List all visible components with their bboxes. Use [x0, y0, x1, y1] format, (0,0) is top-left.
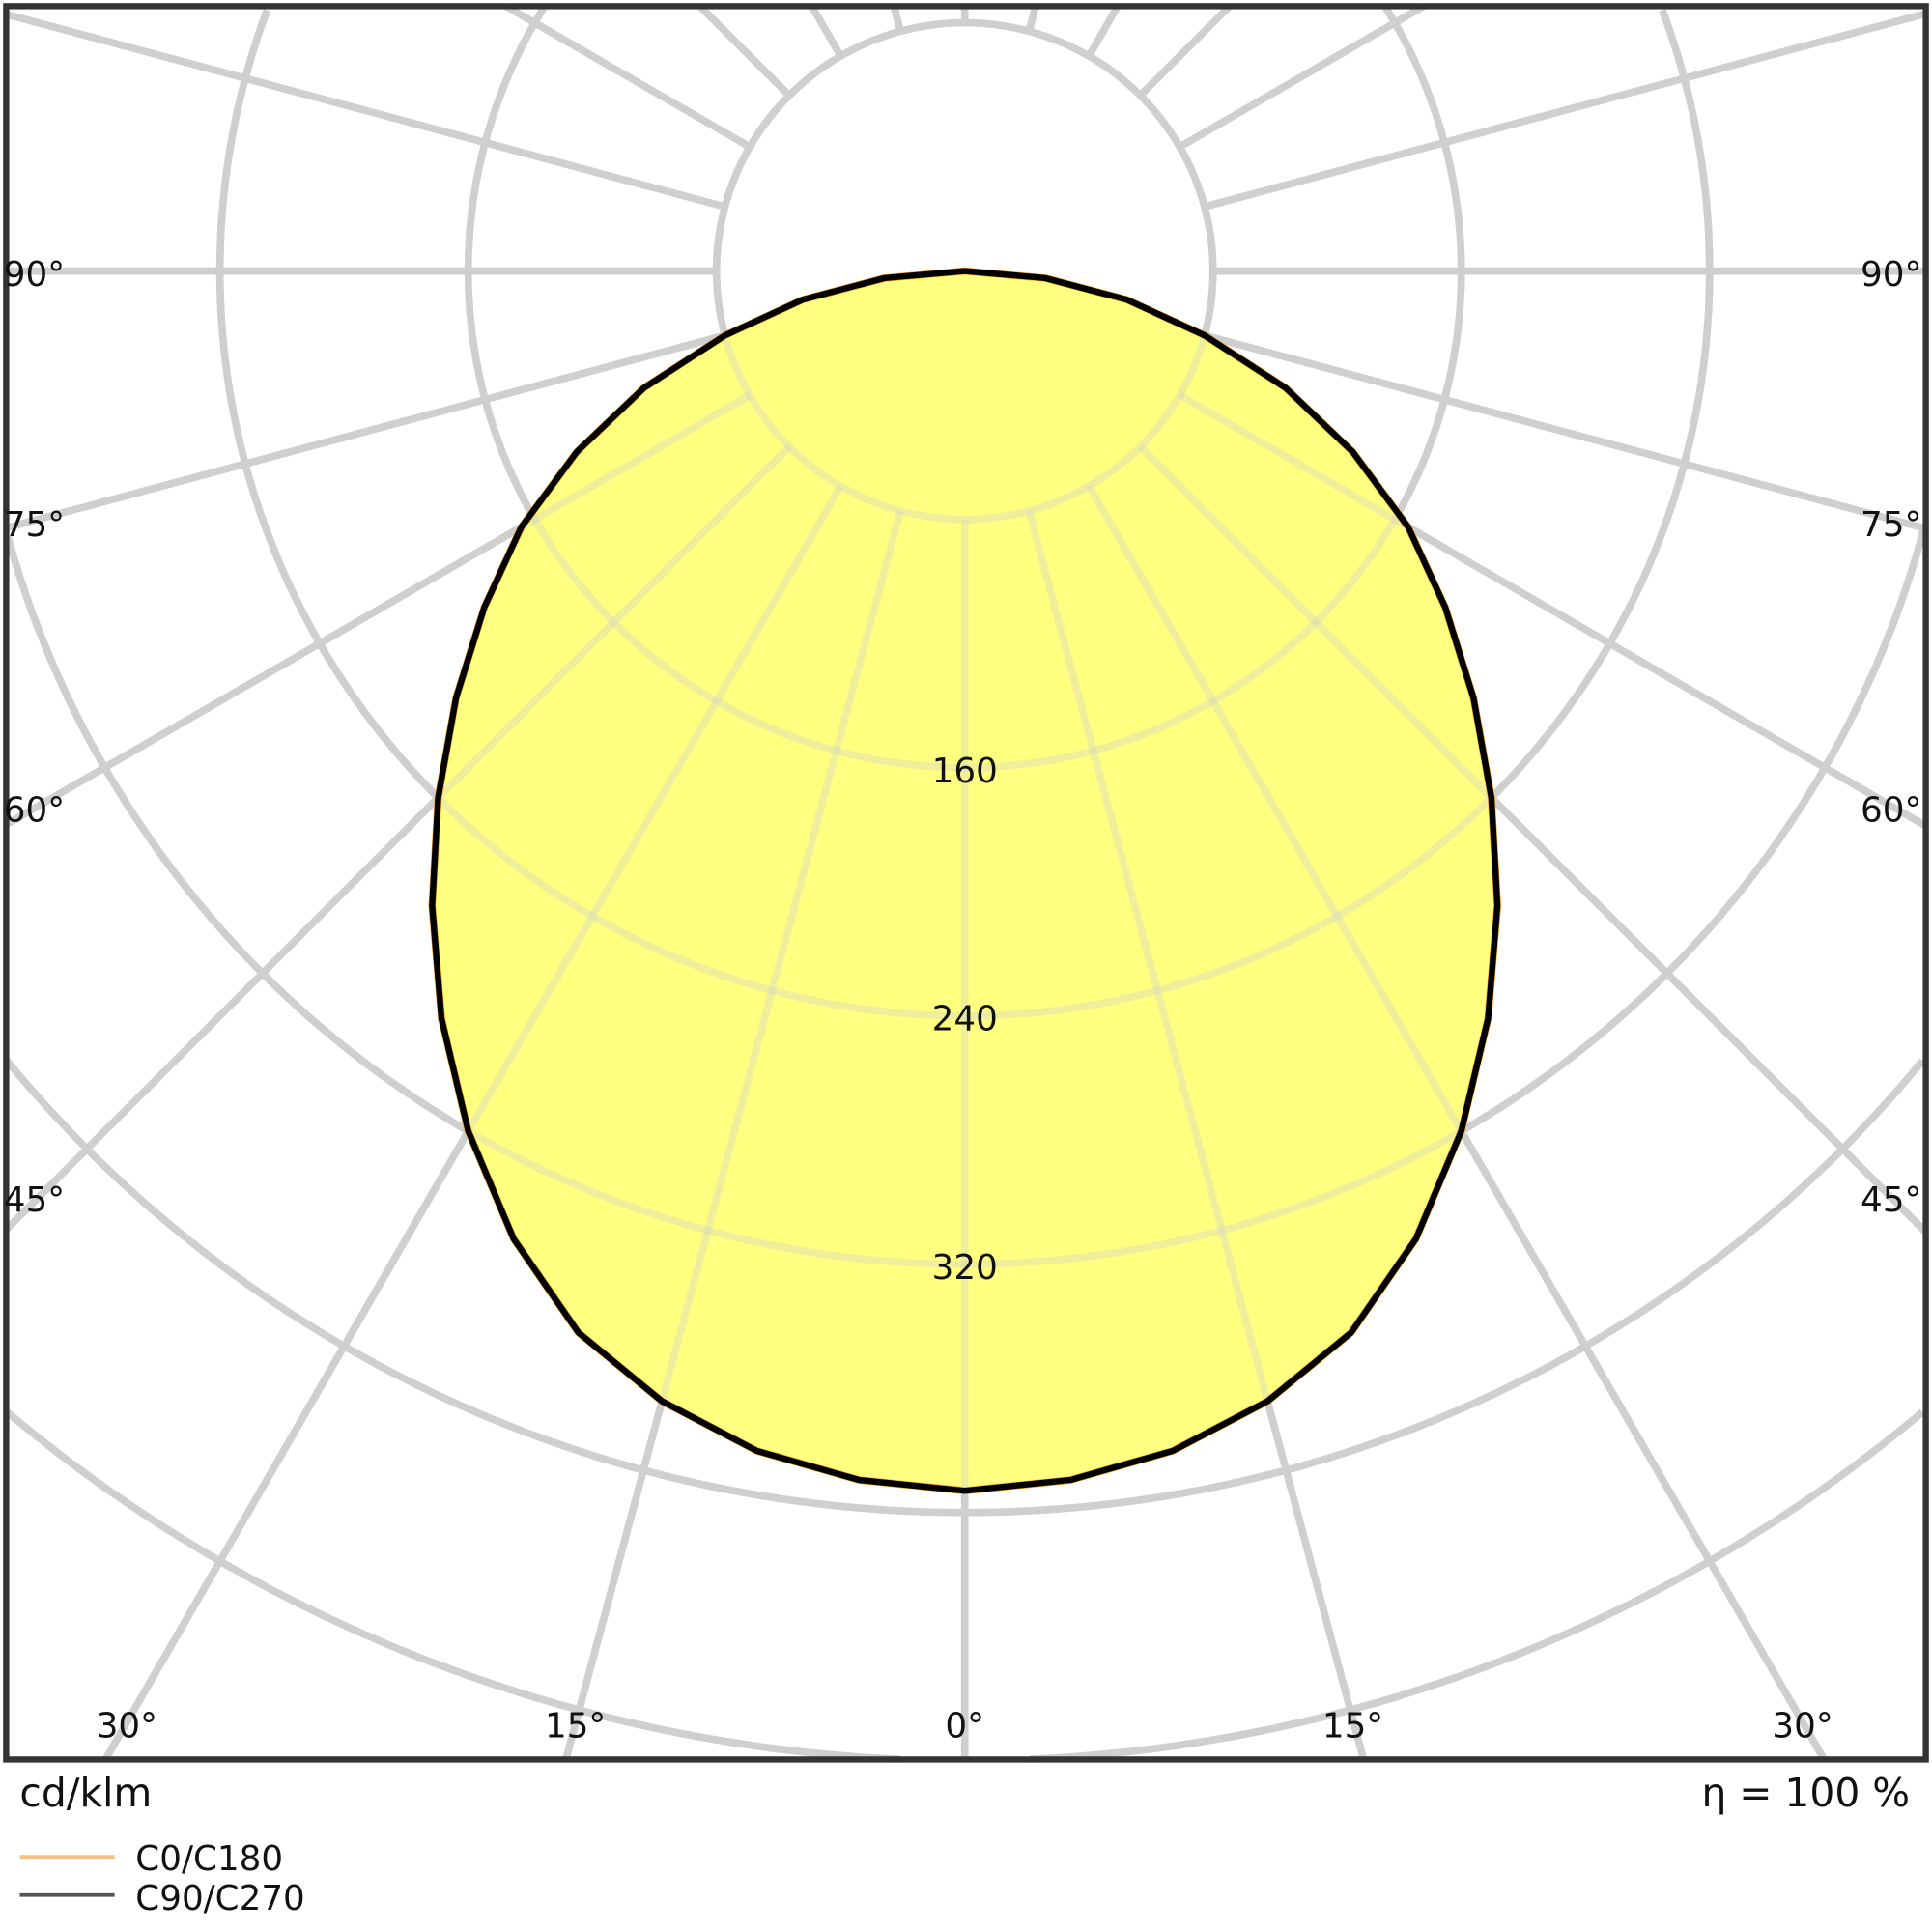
angle-label-bottom: 30°	[97, 1706, 157, 1746]
angle-label-right: 60°	[1861, 791, 1921, 831]
plot-frame	[3, 3, 1929, 1763]
radial-tick-label: 240	[932, 999, 998, 1038]
angle-label-right: 45°	[1861, 1180, 1921, 1220]
curves	[432, 270, 1498, 1492]
grid-spoke	[1085, 4, 1122, 58]
series-c90-c270-curve	[429, 268, 1501, 1494]
grid-ring	[5, 1408, 1925, 1763]
grid-spoke	[1137, 3, 1233, 99]
grid-spoke	[5, 331, 726, 532]
angle-label-bottom: 15°	[545, 1706, 606, 1746]
grid-ring	[5, 1408, 1925, 1763]
grid-spoke	[1025, 5, 1039, 33]
grid-spoke	[5, 11, 726, 211]
grid-spoke	[1178, 3, 1426, 151]
radial-tick-label: 160	[932, 752, 998, 791]
grid-ring	[4, 1058, 1926, 1517]
grid-spoke	[1137, 443, 1929, 1236]
grid-spoke	[4, 391, 753, 828]
grid-spoke	[1178, 3, 1426, 151]
grid-spoke	[3, 443, 792, 1233]
angle-label-bottom: 0°	[945, 1706, 984, 1746]
grid-spoke	[503, 3, 753, 151]
legend-label: C90/C270	[135, 1879, 304, 1918]
grid-spoke	[1203, 10, 1927, 211]
grid-spoke	[696, 3, 792, 99]
grid-spoke	[5, 11, 726, 211]
grid-spoke	[1137, 3, 1233, 99]
grid-spoke	[809, 4, 844, 58]
polar-grid-overlay	[3, 3, 1929, 1763]
grid-ring	[4, 1058, 1926, 1517]
grid-spoke	[562, 509, 904, 1761]
angle-label-left: 90°	[4, 255, 65, 295]
legend-label: C0/C180	[135, 1839, 283, 1879]
grid-ring	[712, 18, 1217, 524]
radial-tick-label: 320	[932, 1248, 998, 1288]
grid-spoke	[696, 3, 792, 99]
grid-spoke	[1203, 331, 1927, 532]
grid-spoke	[5, 331, 726, 532]
grid-spoke	[1203, 331, 1927, 532]
grid-ring	[215, 9, 1714, 1020]
grid-spoke	[1025, 5, 1039, 33]
efficiency-label: η = 100 %	[1701, 1770, 1910, 1816]
angle-label-bottom: 30°	[1772, 1706, 1833, 1746]
grid-spoke	[890, 5, 904, 33]
grid-spoke	[809, 4, 844, 58]
grid-spoke	[890, 5, 904, 33]
grid-spoke	[1025, 509, 1368, 1761]
grid-spoke	[1085, 484, 1828, 1762]
grid-ring	[4, 526, 1928, 1268]
grid-spoke	[503, 3, 753, 151]
angle-label-left: 45°	[4, 1180, 65, 1220]
light-distribution-fill	[432, 270, 1498, 1492]
grid-spoke	[1203, 10, 1927, 211]
unit-label: cd/klm	[19, 1770, 152, 1816]
angle-label-left: 75°	[4, 505, 65, 545]
angle-label-bottom: 15°	[1322, 1706, 1383, 1746]
angle-label-right: 75°	[1861, 505, 1921, 545]
grid-spoke	[1085, 4, 1122, 58]
angle-label-left: 60°	[4, 791, 65, 831]
grid-spoke	[101, 484, 844, 1762]
grid-spoke	[1178, 391, 1928, 830]
angle-label-right: 90°	[1861, 255, 1921, 295]
